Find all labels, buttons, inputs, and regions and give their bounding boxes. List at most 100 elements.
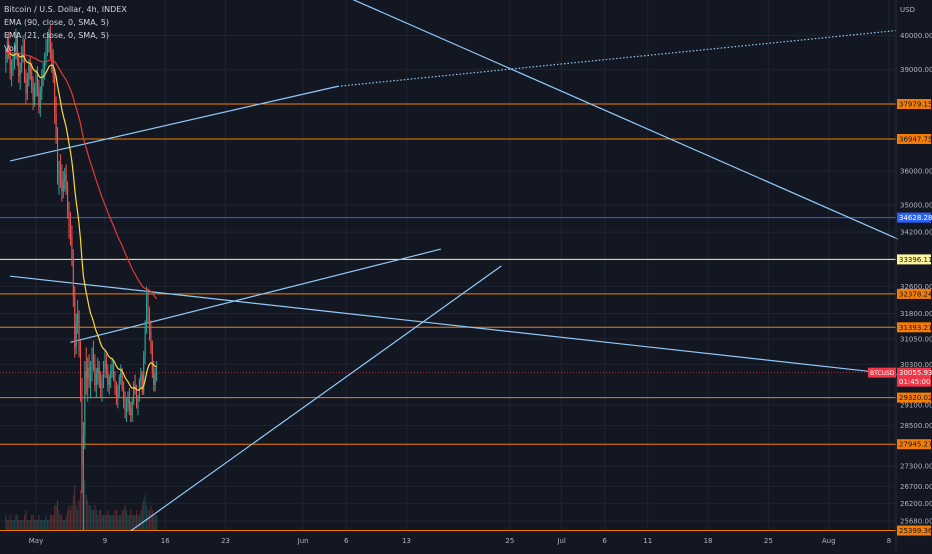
volume-bar (115, 510, 117, 530)
volume-bar (100, 510, 102, 530)
volume-bar (128, 515, 130, 530)
volume-bar (108, 515, 110, 530)
ema21-legend[interactable]: EMA (21, close, 0, SMA, 5) (4, 31, 109, 40)
volume-bar (91, 510, 93, 530)
volume-bar (8, 520, 10, 530)
volume-bar (117, 515, 119, 530)
volume-bar (98, 510, 100, 530)
volume-bar (147, 510, 149, 530)
volume-legend[interactable]: Vol (4, 44, 16, 53)
level-price-tag (897, 288, 931, 299)
level-price-label: 27945.27 (899, 441, 932, 449)
volume-bar (148, 510, 150, 530)
candle-body (94, 364, 96, 385)
volume-bar (16, 515, 18, 530)
volume-bar (144, 495, 146, 530)
candle-body (148, 316, 150, 331)
volume-bar (150, 505, 152, 530)
volume-bar (74, 485, 76, 530)
volume-bar (75, 505, 77, 530)
candle-body (29, 66, 31, 73)
candle-body (144, 327, 146, 358)
volume-bar (13, 520, 15, 530)
candle-body (49, 35, 51, 53)
candle-body (13, 49, 15, 63)
candle-body (101, 381, 103, 389)
level-price-tag (897, 439, 931, 450)
candle-body (61, 177, 63, 192)
volume-bar (18, 520, 20, 530)
volume-bar (97, 515, 99, 530)
volume-bar (78, 500, 80, 530)
trendlines[interactable] (10, 0, 898, 532)
trendline[interactable] (234, 0, 898, 240)
price-axis[interactable]: USD 40000.00 39000.00 36000.00 35000.00 3420… (895, 0, 932, 550)
candle-body (67, 188, 69, 212)
candle-body (6, 42, 8, 53)
volume-bar (120, 515, 122, 530)
candle-body (127, 398, 129, 406)
volume-bar (127, 515, 129, 530)
volume-bar (5, 515, 7, 530)
level-price-label: 25399.36 (899, 527, 932, 535)
candle-body (87, 367, 89, 378)
symbol-title[interactable]: Bitcoin / U.S. Dollar, 4h, INDEX (4, 5, 127, 14)
trendline[interactable] (10, 275, 898, 376)
y-tick-label: 34200.00 (900, 229, 932, 237)
volume-bar (57, 500, 59, 530)
volume-bar (9, 515, 11, 530)
volume-bar (46, 520, 48, 530)
ema90-legend[interactable]: EMA (90, close, 0, SMA, 5) (4, 18, 109, 27)
y-tick-label: 29100.00 (900, 402, 932, 410)
level-price-label: 33396.11 (899, 256, 932, 264)
volume-bar (118, 515, 120, 530)
volume-bar (124, 505, 126, 530)
volume-bar (92, 510, 94, 530)
volume-bar (90, 505, 92, 530)
candle-body (31, 72, 33, 87)
candle-body (42, 69, 44, 77)
candle-body (19, 69, 21, 77)
x-tick-label: Aug (822, 537, 836, 545)
volume-bar (49, 515, 51, 530)
candle-body (69, 228, 71, 236)
volume-bar (156, 515, 158, 530)
volume-bar (31, 515, 33, 530)
trendline[interactable] (10, 85, 338, 162)
candle-body (121, 371, 123, 389)
volume-bar (52, 515, 54, 530)
y-tick-label: 36000.00 (900, 168, 932, 176)
legend: Bitcoin / U.S. Dollar, 4h, INDEX EMA (90… (4, 3, 127, 55)
candle-body (104, 360, 106, 368)
volume-bar (114, 510, 116, 530)
horizontal-levels[interactable] (0, 103, 896, 532)
volume-bar (140, 510, 142, 530)
volume-bar (72, 495, 74, 530)
volume-bar (42, 520, 44, 530)
trendline[interactable] (337, 29, 898, 87)
level-price-label: 36947.75 (899, 135, 932, 143)
candle-body (25, 76, 27, 94)
x-tick-label: 13 (402, 537, 411, 545)
candle-body (113, 364, 115, 378)
volume-bar (15, 515, 17, 530)
candle-body (39, 93, 41, 107)
trendline[interactable] (130, 265, 502, 532)
time-axis[interactable]: May 9 16 23 Jun 6 13 25 Jul 6 11 18 25 Aug 8 (29, 537, 891, 545)
volume-bar (38, 515, 40, 530)
volume-bar (85, 495, 87, 530)
candle-body (26, 79, 28, 94)
volume-bar (125, 510, 127, 530)
volume-bar (45, 515, 47, 530)
y-tick-label: 31800.00 (900, 310, 932, 318)
volume-bar (59, 515, 61, 530)
volume-bar (107, 510, 109, 530)
volume-bar (102, 515, 104, 530)
candle-body (16, 35, 18, 60)
x-tick-label: Jul (556, 537, 566, 545)
trendline[interactable] (70, 248, 442, 343)
volume-bar (80, 490, 82, 530)
